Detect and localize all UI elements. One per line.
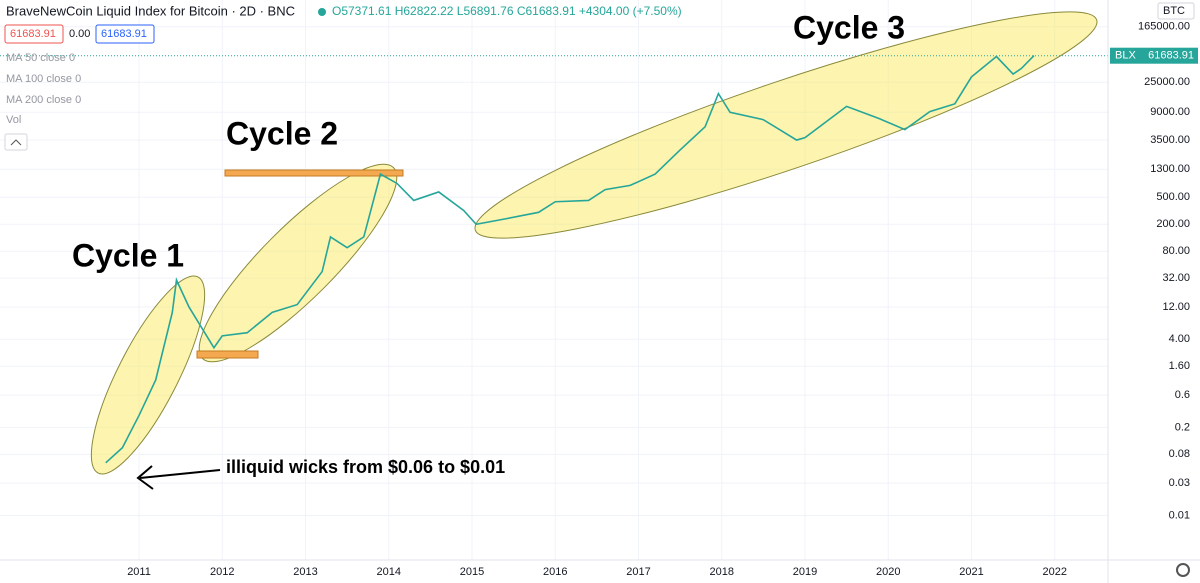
settings-icon[interactable] — [1176, 563, 1190, 577]
symbol-title: BraveNewCoin Liquid Index for Bitcoin · … — [6, 3, 295, 18]
currency-box[interactable] — [1157, 2, 1195, 20]
plot-layer — [0, 55, 1108, 464]
x-tick-label: 2018 — [709, 566, 733, 578]
status-dot — [318, 8, 326, 16]
indicator[interactable]: MA 200 close 0 — [6, 94, 81, 106]
x-tick-label: 2021 — [959, 566, 983, 578]
buy-price: 61683.91 — [101, 28, 147, 40]
price-line — [105, 55, 1035, 464]
x-tick-label: 2011 — [127, 566, 151, 578]
x-tick-label: 2019 — [793, 566, 817, 578]
y-tick-label: 200.00 — [1156, 218, 1190, 230]
annotation: illiquid wicks from $0.06 to $0.01 — [226, 457, 505, 477]
x-tick-label: 2014 — [377, 566, 401, 578]
cycle-ellipse — [474, 11, 1098, 239]
annotation: Cycle 1 — [72, 237, 184, 273]
sell-box[interactable] — [4, 24, 64, 44]
y-tick-label: 0.2 — [1175, 421, 1190, 433]
annotation: Cycle 3 — [793, 9, 905, 45]
y-tick-label: 25000.00 — [1144, 76, 1190, 88]
y-tick-label: 12.00 — [1162, 301, 1190, 313]
x-tick-label: 2020 — [876, 566, 900, 578]
ohlc: O57371.61 H62822.22 L56891.76 C61683.91 … — [332, 4, 682, 18]
indicator[interactable]: MA 100 close 0 — [6, 73, 81, 85]
last-price-box — [1110, 47, 1198, 64]
chevron — [10, 139, 22, 146]
x-tick-label: 2015 — [460, 566, 484, 578]
y-tick-label: 1300.00 — [1150, 163, 1190, 175]
x-tick-label: 2022 — [1042, 566, 1066, 578]
x-tick-label: 2017 — [626, 566, 650, 578]
y-tick-label: 0.08 — [1169, 448, 1190, 460]
buy-box[interactable] — [95, 24, 155, 44]
cycle-ellipse — [90, 275, 206, 475]
x-tick-label: 2013 — [293, 566, 317, 578]
y-tick-label: 3500.00 — [1150, 134, 1190, 146]
annotation: Cycle 2 — [226, 115, 338, 151]
y-tick-label: 32.00 — [1162, 272, 1190, 284]
y-tick-label: 0.03 — [1169, 477, 1190, 489]
currency: BTC — [1163, 5, 1185, 17]
sell-price: 61683.91 — [10, 28, 56, 40]
level-bar — [224, 169, 404, 177]
y-tick-label: 0.01 — [1169, 509, 1190, 521]
indicator[interactable]: MA 50 close 0 — [6, 52, 75, 64]
x-tick-label: 2012 — [210, 566, 234, 578]
x-tick-label: 2016 — [543, 566, 567, 578]
level-bar — [196, 350, 259, 359]
arrow-head — [136, 465, 154, 490]
spread: 0.00 — [69, 28, 90, 40]
y-tick-label: 500.00 — [1156, 191, 1190, 203]
last-price-label: 61683.91 — [1148, 50, 1194, 62]
y-tick-label: 4.00 — [1169, 333, 1190, 345]
ticker-label: BLX — [1115, 50, 1136, 62]
y-tick-label: 165000.00 — [1138, 21, 1190, 33]
y-tick-label: 1.60 — [1169, 360, 1190, 372]
y-tick-label: 80.00 — [1162, 245, 1190, 257]
collapse-button[interactable] — [4, 133, 28, 151]
axes-layer: 165000.00 25000.00 9000.00 3500.00 1300.00 50… — [127, 21, 1198, 578]
y-tick-label: 0.6 — [1175, 389, 1190, 401]
indicator[interactable]: Vol — [6, 114, 21, 126]
y-tick-label: 9000.00 — [1150, 106, 1190, 118]
arrow — [139, 469, 221, 479]
